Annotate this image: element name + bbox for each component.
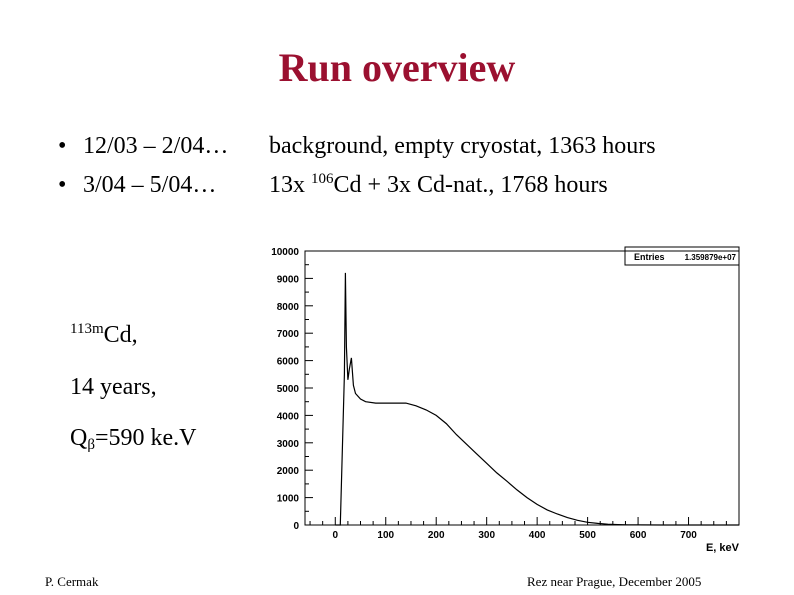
- x-tick-label: 500: [579, 530, 596, 541]
- y-tick-label: 8000: [277, 302, 300, 313]
- y-tick-label: 3000: [277, 439, 300, 450]
- bullet-dot: •: [58, 133, 67, 159]
- x-axis-label: E, keV: [706, 542, 740, 554]
- footer-author: P. Cermak: [45, 574, 99, 589]
- isotope-text: Cd,: [103, 322, 138, 348]
- y-tick-label: 5000: [277, 384, 300, 395]
- x-tick-label: 100: [377, 530, 394, 541]
- half-life-label: 14 years,: [70, 374, 157, 400]
- bullet-dot: •: [58, 172, 67, 198]
- y-axis: 0 1000 2000 3000 4000 5000 6000 7000 8000 9000 100…: [271, 247, 313, 532]
- slide-title: Run overview: [278, 45, 516, 90]
- q-prefix: Q: [70, 425, 88, 451]
- y-tick-label: 6000: [277, 357, 300, 368]
- description-suffix: Cd + 3x Cd-nat., 1768 hours: [333, 172, 608, 198]
- x-tick-label: 400: [529, 530, 546, 541]
- y-tick-label: 9000: [277, 274, 300, 285]
- stats-box: Entries 1.359879e+07: [624, 246, 740, 266]
- isotope-mass-number: 113m: [70, 321, 104, 337]
- footer-location-date: Rez near Prague, December 2005: [527, 574, 702, 589]
- q-value: =590 ke.V: [94, 425, 197, 451]
- y-tick-label: 2000: [277, 466, 300, 477]
- q-value-label: Qβ=590 ke.V: [70, 425, 197, 453]
- isotope-label: 113mCd,: [70, 322, 138, 349]
- q-subscript: β: [87, 437, 95, 453]
- stats-entries-value: 1.359879e+07: [685, 253, 737, 262]
- y-tick-label: 0: [293, 521, 299, 532]
- y-tick-label: 4000: [277, 411, 300, 422]
- plot-frame: [304, 250, 740, 526]
- y-tick-label: 7000: [277, 329, 300, 340]
- stats-entries-label: Entries: [634, 252, 665, 262]
- y-tick-label: 1000: [277, 494, 300, 505]
- spectrum-series-line: [335, 272, 739, 526]
- bullet-description: 13x 106Cd + 3x Cd-nat., 1768 hours: [269, 172, 608, 199]
- x-tick-label: 300: [478, 530, 495, 541]
- bullet-description: background, empty cryostat, 1363 hours: [269, 133, 656, 159]
- bullet-period: 12/03 – 2/04…: [83, 133, 229, 159]
- x-tick-label: 700: [680, 530, 697, 541]
- y-tick-label: 10000: [271, 247, 299, 258]
- description-prefix: 13x: [269, 172, 311, 198]
- x-axis: 0 100 200 300 400 500 600 700: [309, 517, 727, 541]
- isotope-mass-number: 106: [311, 171, 334, 187]
- x-tick-label: 0: [332, 530, 338, 541]
- spectrum-chart: Entries 1.359879e+07 0100020003000400050…: [271, 246, 740, 554]
- x-tick-label: 600: [630, 530, 647, 541]
- x-tick-label: 200: [428, 530, 445, 541]
- bullet-period: 3/04 – 5/04…: [83, 172, 217, 198]
